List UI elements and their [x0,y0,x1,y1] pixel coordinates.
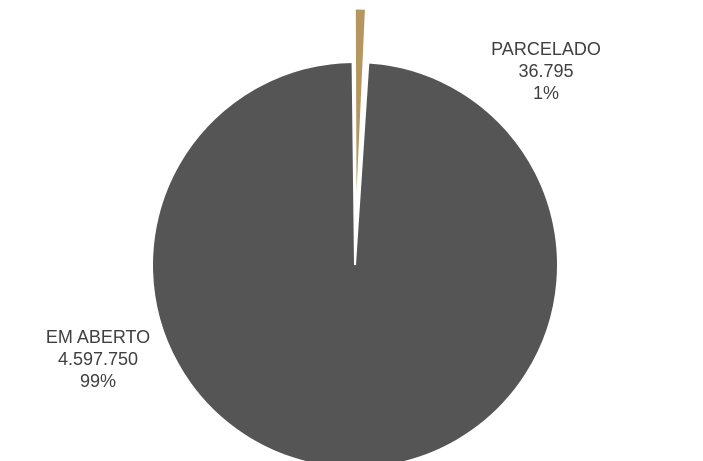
pie-slice-em-aberto [151,60,559,461]
pie-slice-parcelado [354,8,366,213]
data-label-em-aberto: EM ABERTO 4.597.750 99% [23,326,173,392]
slice-name-parcelado: PARCELADO [491,39,601,59]
slice-value-em-aberto: 4.597.750 [57,349,139,369]
data-label-parcelado: PARCELADO 36.795 1% [471,38,621,104]
slice-value-parcelado: 36.795 [518,61,574,81]
slice-percent-parcelado: 1% [532,83,559,103]
slice-name-em-aberto: EM ABERTO [45,327,151,347]
slice-percent-em-aberto: 99% [79,371,117,391]
